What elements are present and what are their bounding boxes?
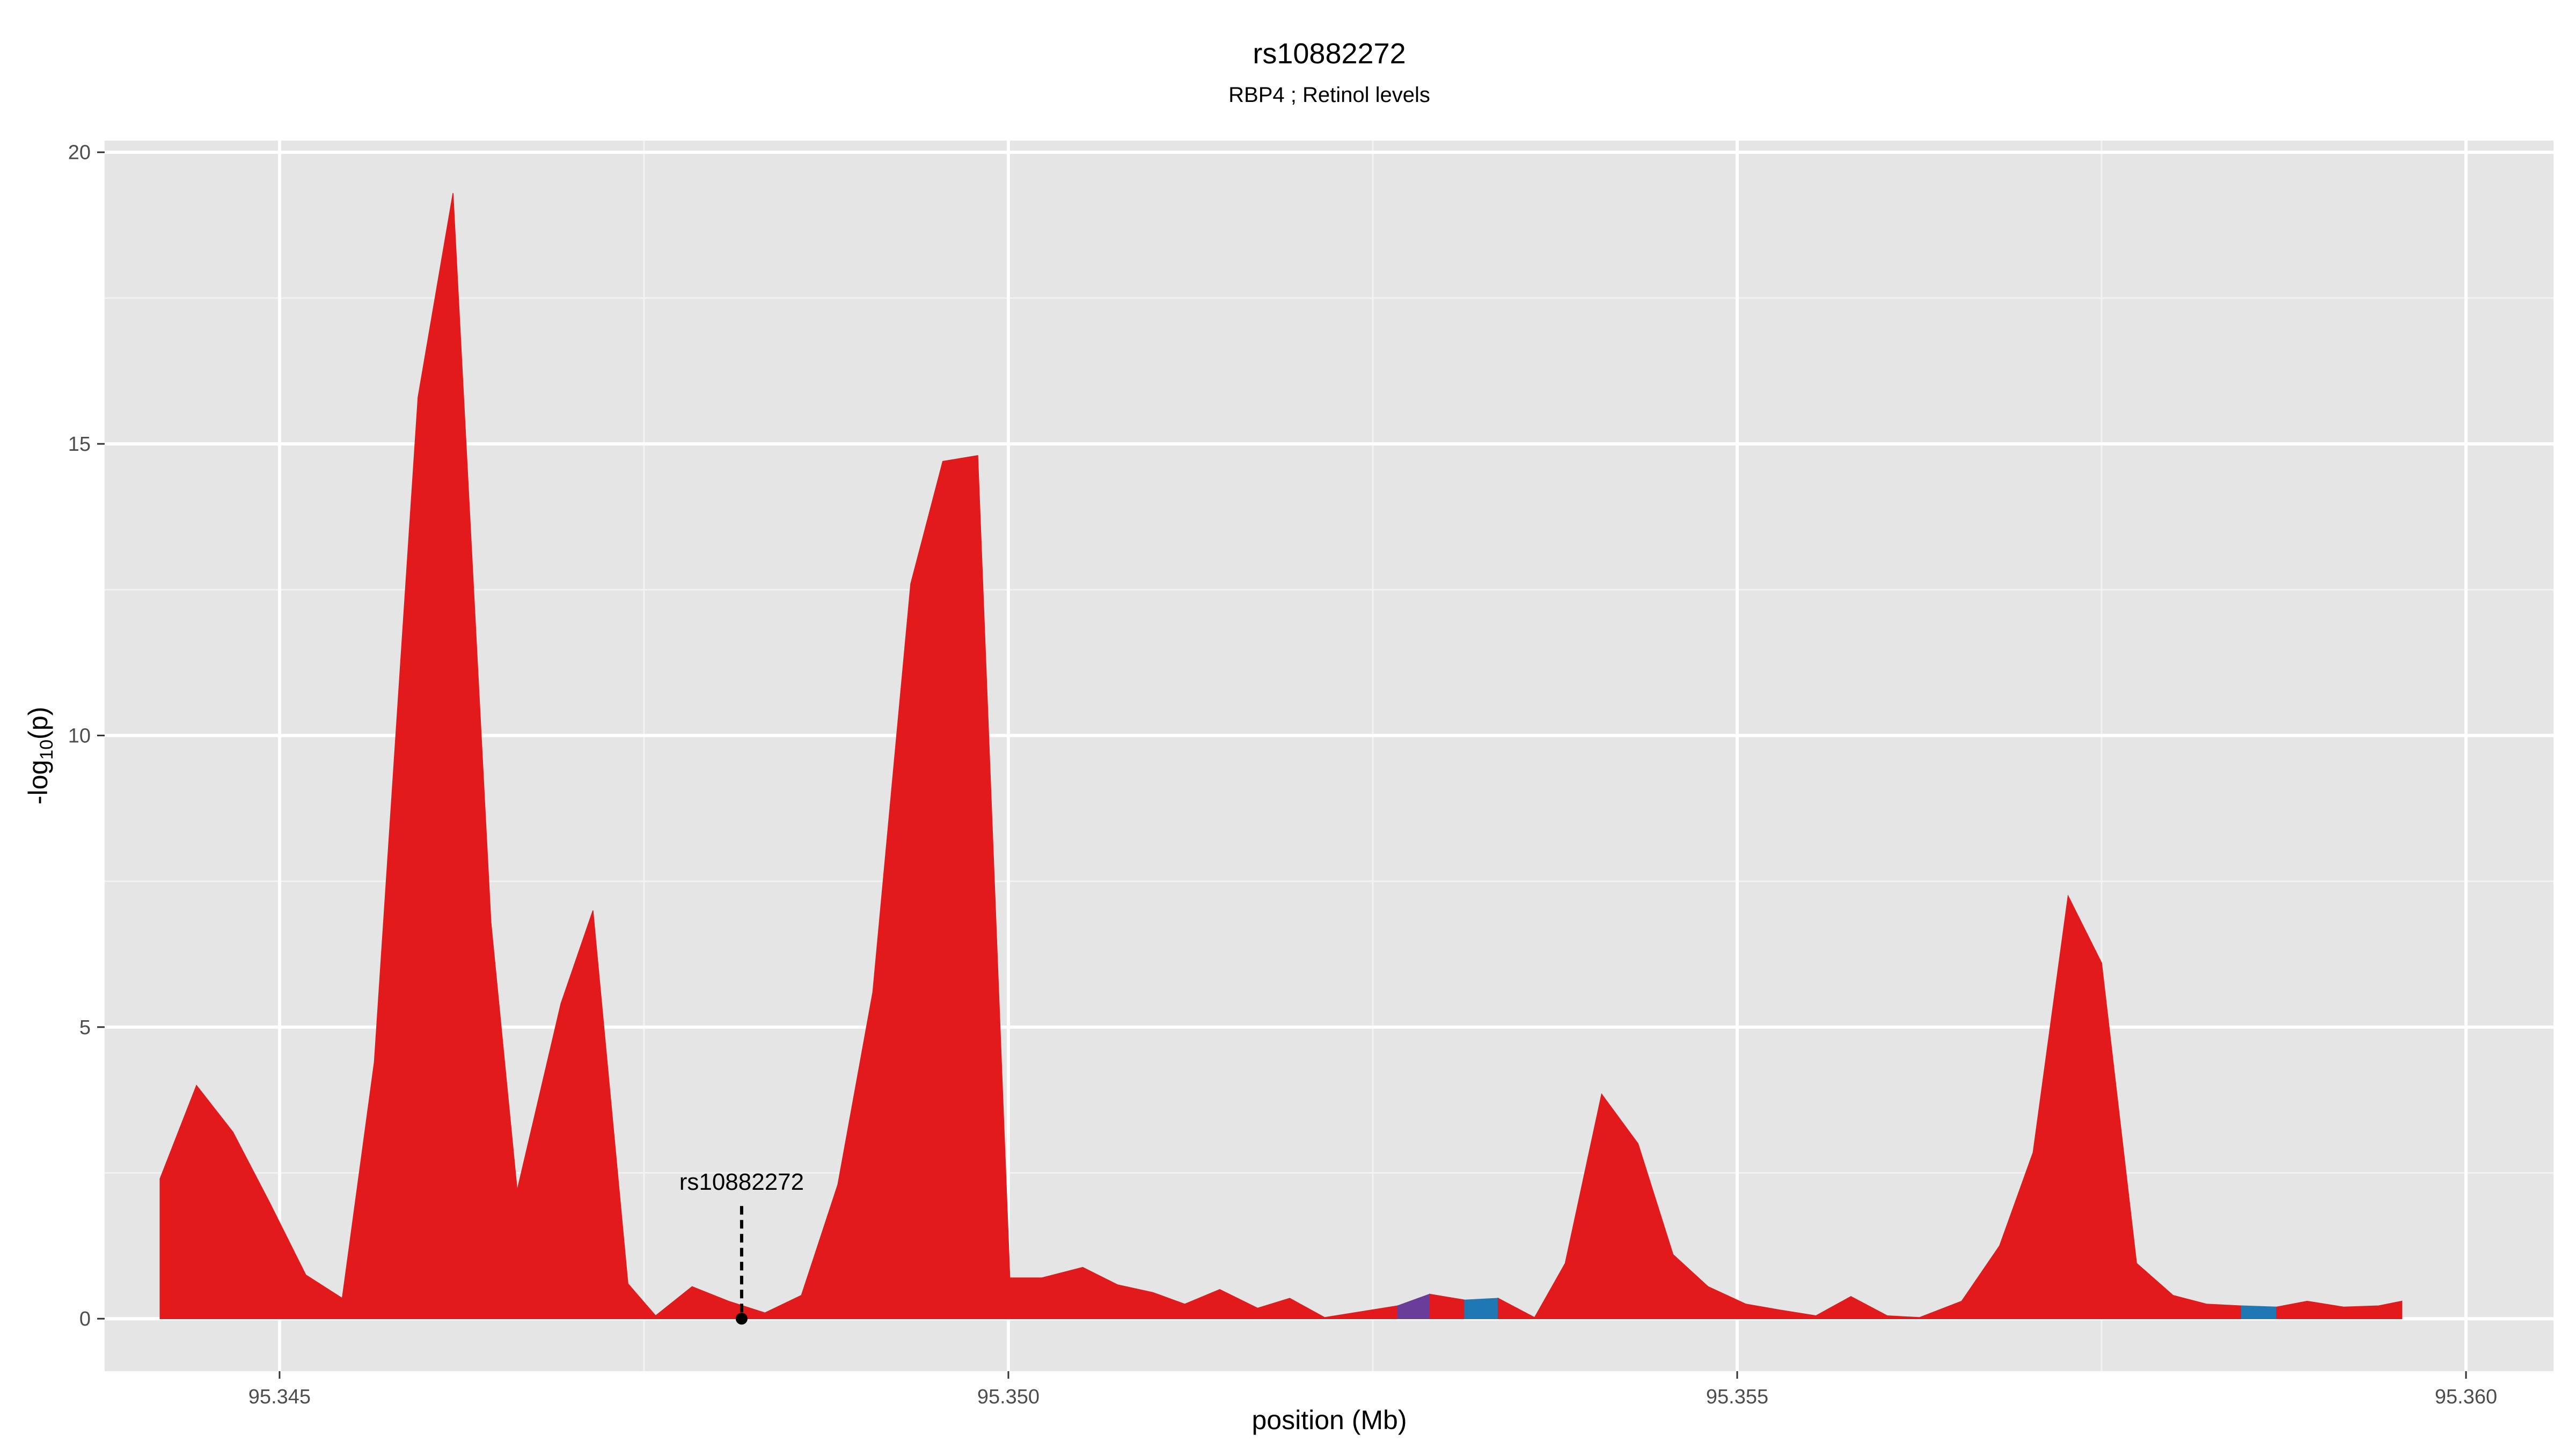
area-series (159, 193, 2403, 1319)
area-segment (1497, 894, 2242, 1319)
chart-title: rs10882272 (1253, 38, 1406, 70)
y-axis: 0 5 10 15 20 (68, 142, 105, 1330)
annotation-point (735, 1313, 748, 1325)
y-axis-title-main: -log (23, 760, 53, 804)
grid-lines (105, 141, 2553, 1371)
y-tick-label: 20 (68, 142, 91, 164)
x-axis-title: position (Mb) (1252, 1405, 1407, 1435)
y-axis-title-tail: (p) (23, 707, 53, 740)
chart-subtitle: RBP4 ; Retinol levels (1228, 83, 1430, 107)
x-tick-label: 95.345 (248, 1386, 311, 1408)
y-tick-label: 10 (68, 724, 91, 747)
y-tick-label: 15 (68, 433, 91, 456)
y-tick-label: 5 (79, 1016, 91, 1039)
annotation-label: rs10882272 (679, 1169, 804, 1195)
annotation-layer: rs10882272 (679, 1169, 804, 1325)
x-tick-label: 95.350 (977, 1386, 1040, 1408)
y-axis-title-subscript: 10 (36, 740, 57, 760)
area-segment (2276, 1300, 2403, 1319)
y-axis-title: -log10(p) (23, 707, 57, 804)
x-axis: 95.345 95.350 95.355 95.360 (248, 1371, 2497, 1408)
area-segment (159, 193, 1398, 1319)
area-segment (1464, 1298, 1499, 1319)
x-tick-label: 95.355 (1706, 1386, 1768, 1408)
x-tick-label: 95.360 (2435, 1386, 2497, 1408)
area-segment (2241, 1305, 2277, 1319)
y-tick-label: 0 (79, 1308, 91, 1330)
